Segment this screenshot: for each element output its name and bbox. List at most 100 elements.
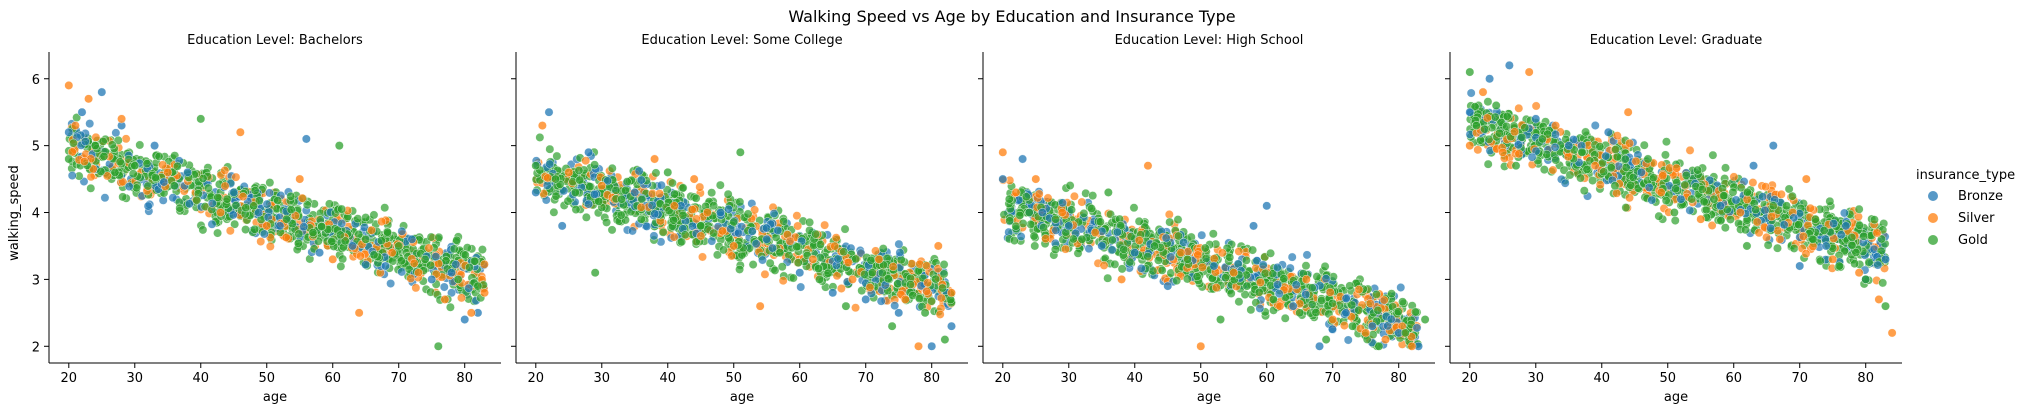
scatter-point-bronze <box>447 288 456 298</box>
scatter-point-silver <box>844 258 853 267</box>
data-point-bronze <box>315 248 324 258</box>
scatter-point-gold <box>1720 223 1730 233</box>
scatter-point-silver <box>1514 149 1524 159</box>
scatter-point-gold <box>1005 216 1015 226</box>
scatter-point-silver <box>1339 321 1349 330</box>
data-point-silver <box>414 268 423 278</box>
scatter-point-gold <box>1661 150 1670 160</box>
scatter-point-gold <box>1347 300 1357 310</box>
data-point-gold <box>663 167 673 177</box>
data-point-silver <box>808 254 818 264</box>
panel-title: Education Level: Graduate <box>1590 33 1763 48</box>
scatter-point-gold <box>1582 164 1592 174</box>
scatter-point-bronze <box>464 283 474 293</box>
scatter-point-gold <box>1125 257 1135 267</box>
data-point-bronze <box>927 341 937 351</box>
scatter-point-silver <box>102 171 112 181</box>
scatter-point-gold <box>1107 235 1117 245</box>
data-point-bronze <box>828 288 838 298</box>
data-point-gold <box>1491 101 1501 110</box>
data-point-silver <box>1301 274 1311 284</box>
scatter-point-silver <box>121 134 131 144</box>
scatter-point-gold <box>1859 231 1869 241</box>
scatter-point-silver <box>1379 295 1389 305</box>
scatter-point-gold <box>1716 216 1726 226</box>
scatter-point-gold <box>1662 137 1671 147</box>
data-point-silver <box>163 167 173 177</box>
scatter-point-gold <box>172 161 182 171</box>
scatter-point-gold <box>678 183 688 193</box>
scatter-point-silver <box>1365 299 1375 308</box>
data-point-bronze <box>1262 201 1272 211</box>
scatter-point-bronze <box>1412 323 1422 333</box>
scatter-point-silver <box>1595 180 1605 190</box>
scatter-point-gold <box>860 269 869 279</box>
scatter-point-silver <box>1164 210 1174 219</box>
data-point-gold <box>1004 194 1014 204</box>
scatter-point-bronze <box>647 200 657 210</box>
scatter-point-silver <box>793 221 803 231</box>
scatter-point-gold <box>465 262 474 272</box>
scatter-point-gold <box>551 191 561 201</box>
data-point-gold <box>361 234 371 244</box>
data-point-gold <box>1465 67 1475 77</box>
scatter-point-silver <box>922 261 932 271</box>
scatter-point-gold <box>811 229 821 239</box>
scatter-point-bronze <box>762 223 771 233</box>
scatter-point-bronze <box>1386 314 1396 324</box>
scatter-point-bronze <box>1301 290 1311 299</box>
scatter-point-gold <box>571 205 581 214</box>
data-point-bronze <box>1676 194 1686 204</box>
scatter-point-gold <box>99 151 109 161</box>
point-cloud <box>531 133 956 319</box>
data-point-gold <box>735 147 745 157</box>
scatter-point-silver <box>1234 247 1244 256</box>
panel-title: Education Level: High School <box>1115 33 1304 48</box>
scatter-point-bronze <box>1016 232 1026 241</box>
scatter-point-gold <box>590 160 599 170</box>
scatter-point-gold <box>1009 236 1019 245</box>
data-point-silver <box>262 221 272 231</box>
scatter-point-gold <box>939 260 949 269</box>
series-gold <box>64 114 483 351</box>
scatter-point-bronze <box>584 199 593 209</box>
data-point-bronze <box>1037 208 1047 217</box>
scatter-point-silver <box>1631 156 1641 166</box>
x-tick-label: 80 <box>1390 371 1407 386</box>
x-tick-label: 40 <box>659 371 676 386</box>
data-point-bronze <box>348 241 357 251</box>
data-point-bronze <box>630 188 640 197</box>
data-point-bronze <box>460 315 470 324</box>
scatter-point-bronze <box>337 219 347 228</box>
scatter-point-gold <box>893 279 903 289</box>
scatter-point-bronze <box>1590 121 1600 130</box>
panel-title: Education Level: Some College <box>641 33 842 48</box>
scatter-point-gold <box>677 237 686 247</box>
data-point-gold <box>940 335 950 344</box>
data-point-gold <box>1511 161 1521 171</box>
scatter-point-silver <box>158 160 168 170</box>
x-axis-label: age <box>263 390 287 405</box>
data-point-silver <box>1465 141 1475 151</box>
scatter-point-bronze <box>590 189 599 199</box>
data-point-gold <box>570 188 580 197</box>
x-tick-label: 20 <box>528 371 545 386</box>
x-tick-label: 70 <box>390 371 407 386</box>
data-point-gold <box>90 141 100 151</box>
data-point-silver <box>480 288 489 298</box>
scatter-point-silver <box>1798 231 1808 241</box>
data-point-gold <box>1742 241 1752 251</box>
scatter-point-gold <box>621 186 630 195</box>
scatter-point-bronze <box>1272 263 1282 272</box>
scatter-point-bronze <box>1084 244 1094 254</box>
scatter-point-silver <box>1625 138 1634 148</box>
scatter-point-gold <box>1073 248 1083 258</box>
data-point-silver <box>914 341 923 351</box>
x-tick-label: 50 <box>258 371 275 386</box>
scatter-point-gold <box>1234 297 1244 307</box>
scatter-point-gold <box>1726 215 1735 224</box>
scatter-point-gold <box>678 210 688 220</box>
data-point-silver <box>1656 188 1666 197</box>
scatter-point-gold <box>340 236 350 246</box>
scatter-point-silver <box>698 252 707 262</box>
